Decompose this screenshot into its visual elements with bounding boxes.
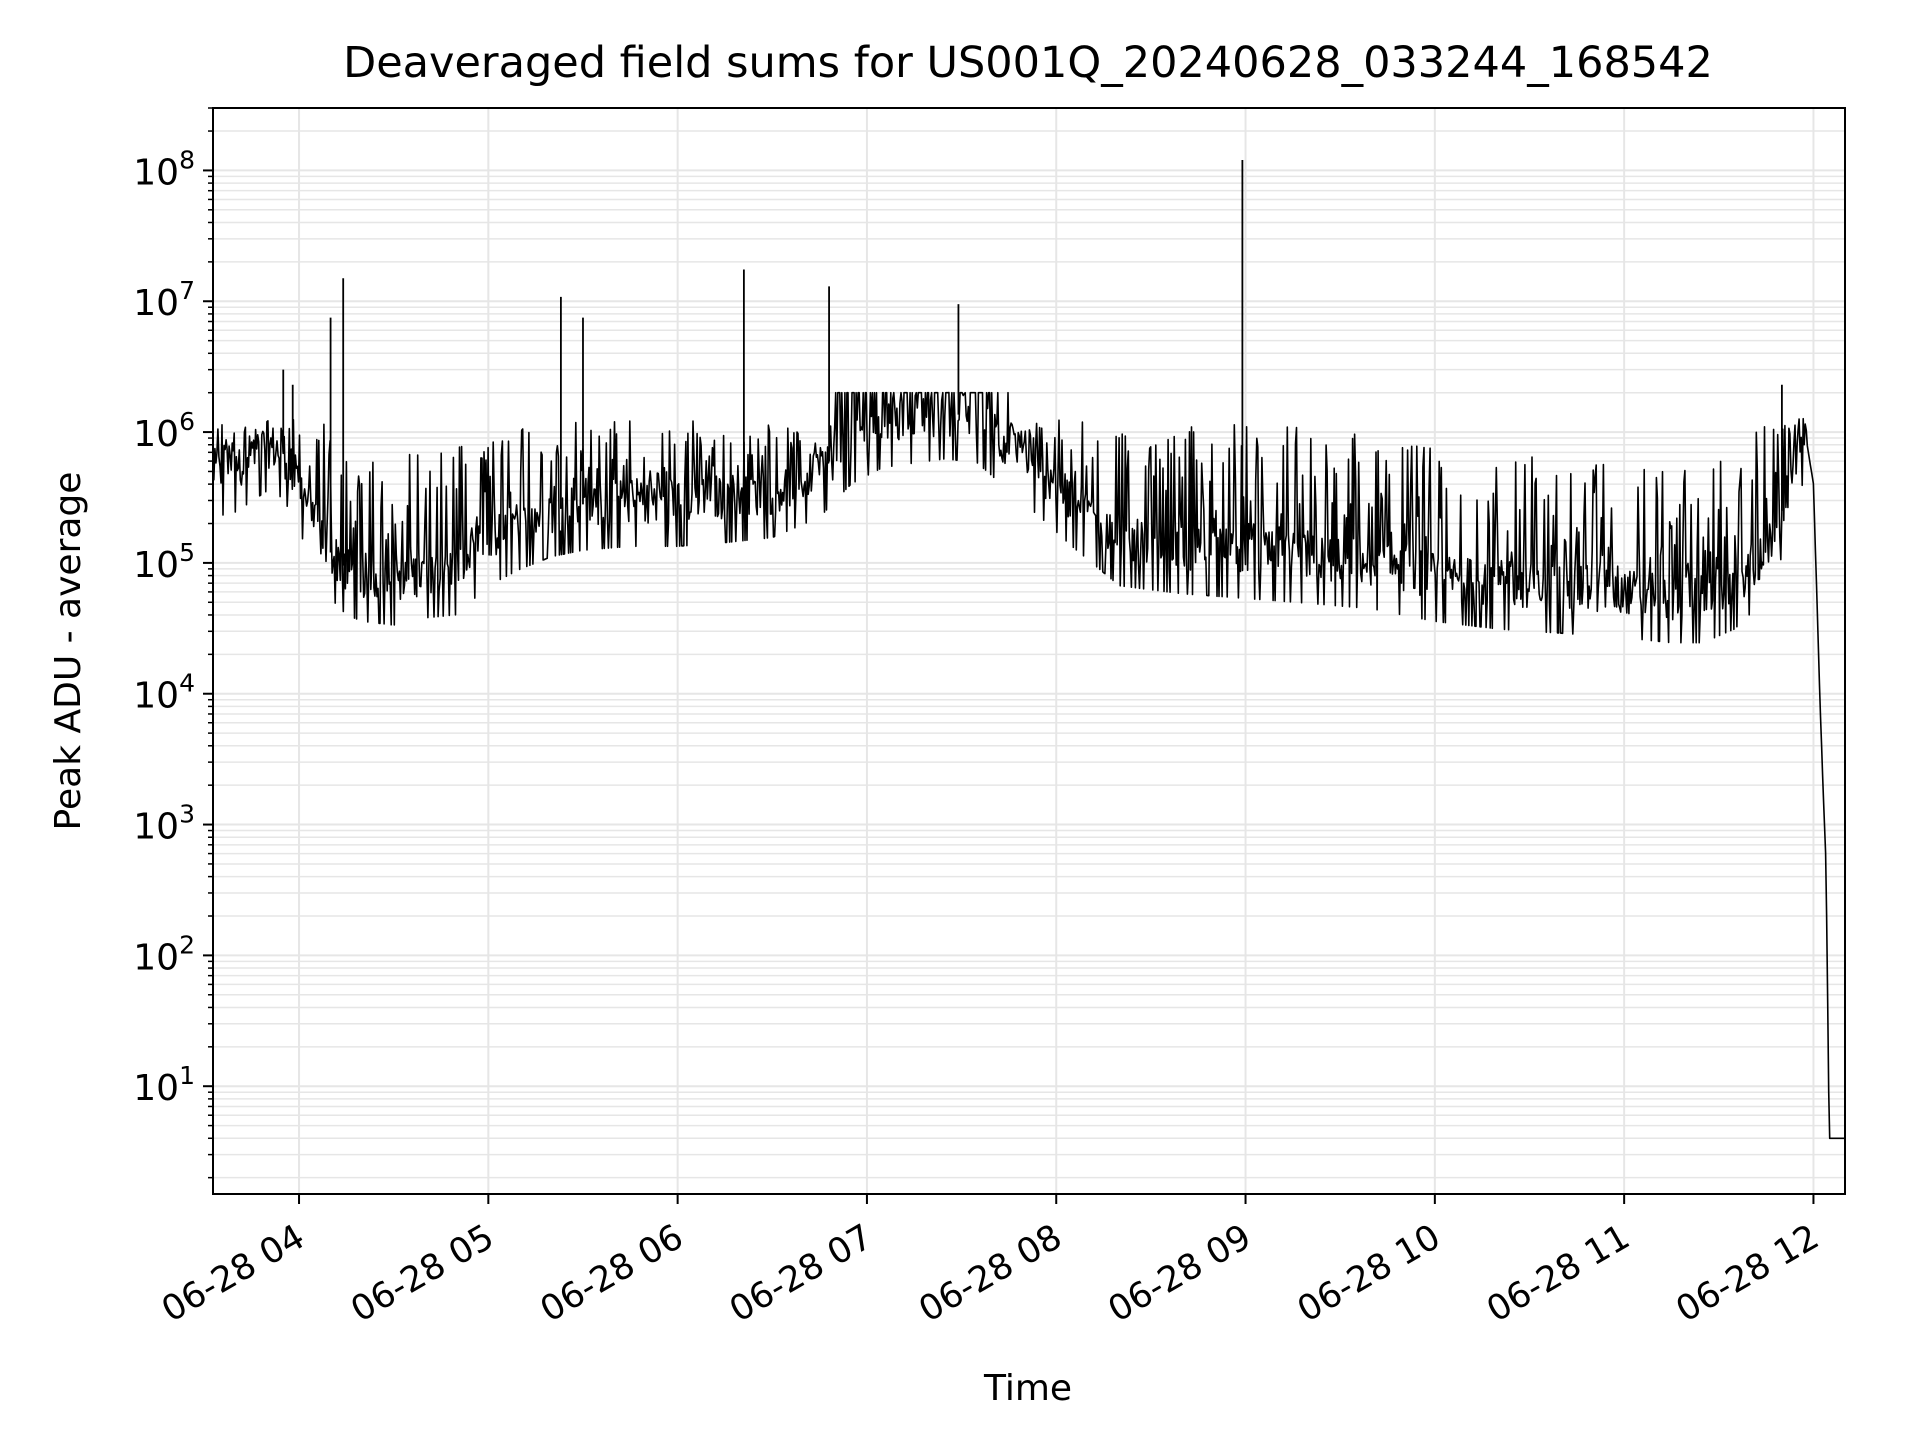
plot-frame xyxy=(212,107,1846,1195)
y-axis-ticks: 101 102 103 104 105 106 107 108 xyxy=(133,107,213,1179)
grid-lines xyxy=(213,107,1845,1194)
series-layer xyxy=(213,160,1845,1140)
y-tick-label: 106 xyxy=(133,407,195,455)
y-tick-label: 102 xyxy=(133,930,195,978)
y-tick-label: 105 xyxy=(133,538,195,586)
y-tick-label: 107 xyxy=(133,276,195,324)
y-tick-label: 104 xyxy=(133,669,195,717)
y-tick-label: 101 xyxy=(133,1061,195,1109)
y-axis-label: Peak ADU - average xyxy=(48,472,89,831)
y-tick-label: 108 xyxy=(133,145,195,193)
series-line xyxy=(213,391,1845,1140)
y-tick-label: 103 xyxy=(133,800,195,848)
chart-title: Deaveraged field sums for US001Q_2024062… xyxy=(343,38,1713,88)
x-axis-label: Time xyxy=(983,1368,1072,1409)
